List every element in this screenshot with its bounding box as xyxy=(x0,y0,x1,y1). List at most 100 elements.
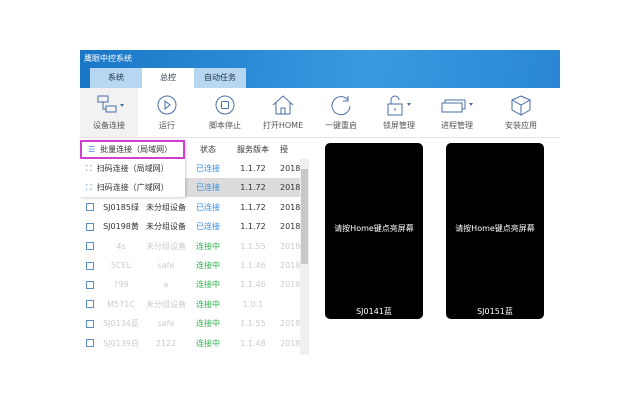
restart-button[interactable]: 一键重启 xyxy=(312,88,370,137)
row-checkbox[interactable] xyxy=(86,242,94,251)
connect-dropdown-menu: ☰ 批量连接（局域网） ⛶ 扫码连接（局域网） ⛶ 扫码连接（广域网） xyxy=(80,140,185,197)
status-badge: 连接中 xyxy=(196,299,220,309)
app-title: 鹰眼中控系统 xyxy=(84,54,132,63)
version: 1.0.1 xyxy=(242,299,264,309)
auth-date: 2018 xyxy=(280,183,301,193)
process-icon xyxy=(441,99,473,113)
scrollbar[interactable] xyxy=(300,159,309,355)
version: 1.1.55 xyxy=(240,241,266,251)
version: 1.1.72 xyxy=(240,183,266,193)
stop-script-button[interactable]: 脚本停止 xyxy=(196,88,254,137)
install-app-button[interactable]: 安装应用 xyxy=(486,88,556,137)
app-window: 鹰眼中控系统 系统 总控 自动任务 设备连接 运行 脚本停止 打开HOME 一键… xyxy=(80,50,560,355)
row-checkbox[interactable] xyxy=(86,339,94,348)
auth-date: 2018 xyxy=(280,241,301,251)
version: 1.1.55 xyxy=(240,319,266,329)
auth-date: 2018 xyxy=(280,261,301,270)
lock-screen-button[interactable]: 锁屏管理 xyxy=(370,88,428,137)
device-name: 4s xyxy=(116,241,126,251)
row-checkbox[interactable] xyxy=(86,319,94,328)
device-group: 未分组设备 xyxy=(146,202,186,212)
device-group: a xyxy=(163,280,169,290)
device-name: M571C xyxy=(107,299,135,309)
table-header: 状态 服务版本 授 xyxy=(80,140,302,159)
status-badge: 连接中 xyxy=(196,261,220,270)
device-connect-icon xyxy=(97,95,124,113)
column-status[interactable]: 状态 xyxy=(200,145,216,154)
status-badge: 连接中 xyxy=(196,241,220,251)
device-name: 799 xyxy=(113,280,129,290)
status-badge: 连接中 xyxy=(196,338,220,348)
list-icon: ☰ xyxy=(88,145,96,154)
table-row[interactable]: SJ0134蓝 safe 连接中 1.1.55 2018 xyxy=(80,314,302,333)
column-version[interactable]: 服务版本 xyxy=(237,145,269,154)
auth-date xyxy=(280,295,302,314)
status-badge: 已连接 xyxy=(196,164,220,173)
refresh-icon xyxy=(331,96,351,116)
version: 1.1.46 xyxy=(240,261,266,270)
table-row[interactable]: 5CEL safe 连接中 1.1.46 2018 xyxy=(80,256,302,275)
row-checkbox[interactable] xyxy=(86,222,94,231)
device-name: SJ0134蓝 xyxy=(103,319,139,329)
device-name: SJ0185绿 xyxy=(103,202,139,212)
row-checkbox[interactable] xyxy=(86,280,94,289)
table-row[interactable]: 799 a 连接中 1.1.46 2018 xyxy=(80,275,302,294)
scan-icon: ⛶ xyxy=(86,164,92,173)
tab-auto-task[interactable]: 自动任务 xyxy=(194,68,246,88)
column-auth[interactable]: 授 xyxy=(280,145,288,154)
version: 1.1.46 xyxy=(240,280,266,290)
scrollbar-thumb[interactable] xyxy=(301,169,308,264)
table-row[interactable]: SJ0139白 2122 连接中 1.1.48 2018 xyxy=(80,334,302,353)
table-row[interactable]: SJ0185绿 未分组设备 已连接 1.1.72 2018 xyxy=(80,198,302,217)
version: 1.1.72 xyxy=(240,164,266,173)
table-row[interactable]: SJ0198黄 未分组设备 已连接 1.1.72 2018 xyxy=(80,217,302,236)
row-checkbox[interactable] xyxy=(86,300,94,309)
auth-date: 2018 xyxy=(280,280,301,290)
status-badge: 已连接 xyxy=(196,222,220,232)
device-group: 未分组设备 xyxy=(146,299,186,309)
title-bar: 鹰眼中控系统 系统 总控 自动任务 xyxy=(80,50,560,88)
row-checkbox[interactable] xyxy=(86,261,94,270)
run-button[interactable]: 运行 xyxy=(138,88,196,137)
status-badge: 连接中 xyxy=(196,280,220,290)
device-connect-button[interactable]: 设备连接 xyxy=(80,88,138,137)
table-row[interactable]: M571C 未分组设备 连接中 1.0.1 xyxy=(80,295,302,314)
tab-control[interactable]: 总控 xyxy=(142,68,194,88)
auth-date: 2018 xyxy=(280,202,301,212)
menu-item-batch-lan[interactable]: ☰ 批量连接（局域网） xyxy=(80,140,185,159)
version: 1.1.72 xyxy=(240,202,266,212)
device-name: SJ0198黄 xyxy=(103,222,139,232)
device-group: 2122 xyxy=(155,338,177,348)
package-icon xyxy=(511,95,531,116)
device-name: 5CEL xyxy=(110,261,132,270)
stop-icon xyxy=(215,95,235,115)
version: 1.1.72 xyxy=(240,222,266,232)
status-badge: 已连接 xyxy=(196,183,220,193)
phone-screen[interactable]: 请按Home键点亮屏幕 SJ0141蓝 xyxy=(325,143,423,319)
home-icon xyxy=(272,95,294,115)
auth-date: 2018 xyxy=(280,338,301,348)
device-group: safe xyxy=(157,261,175,270)
phone-screen[interactable]: 请按Home键点亮屏幕 SJ0151蓝 xyxy=(446,143,544,319)
toolbar: 设备连接 运行 脚本停止 打开HOME 一键重启 锁屏管理 进程管理 安装应用 xyxy=(80,88,560,138)
open-home-button[interactable]: 打开HOME xyxy=(254,88,312,137)
device-name: SJ0139白 xyxy=(103,338,139,348)
auth-date: 2018 xyxy=(280,164,301,173)
auth-date: 2018 xyxy=(280,222,301,232)
device-group: 未分组设备 xyxy=(146,241,186,251)
play-icon xyxy=(157,95,177,115)
device-list: ☰ 批量连接（局域网） ⛶ 扫码连接（局域网） ⛶ 扫码连接（广域网） 状态 服务版本… xyxy=(80,139,310,355)
table-row[interactable]: 4s 未分组设备 连接中 1.1.55 2018 xyxy=(80,237,302,256)
tab-system[interactable]: 系统 xyxy=(90,68,142,88)
device-group: safe xyxy=(157,319,175,329)
lock-icon xyxy=(387,95,411,116)
status-badge: 已连接 xyxy=(196,202,220,212)
auth-date: 2018 xyxy=(280,319,301,329)
status-badge: 连接中 xyxy=(196,319,220,329)
device-group: 未分组设备 xyxy=(146,222,186,232)
menu-item-scan-lan[interactable]: ⛶ 扫码连接（局域网） xyxy=(80,159,185,178)
process-button[interactable]: 进程管理 xyxy=(428,88,486,137)
menu-item-scan-wan[interactable]: ⛶ 扫码连接（广域网） xyxy=(80,178,185,197)
row-checkbox[interactable] xyxy=(86,203,94,212)
version: 1.1.48 xyxy=(240,338,266,348)
